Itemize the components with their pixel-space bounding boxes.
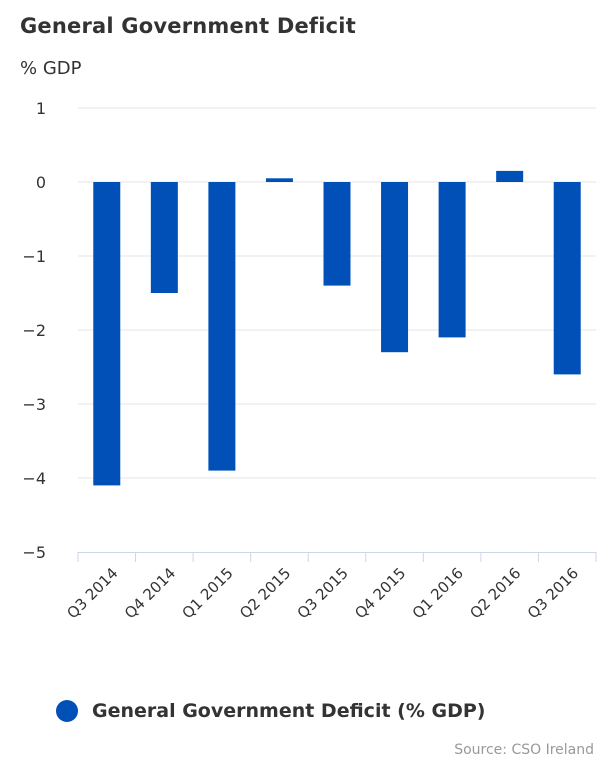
legend[interactable]: General Government Deficit (% GDP) (56, 700, 485, 722)
bar (265, 178, 293, 182)
x-tick-label: Q3 2015 (294, 564, 352, 622)
source-credit[interactable]: Source: CSO Ireland (454, 742, 594, 758)
x-tick-label: Q1 2015 (179, 564, 237, 622)
x-tick-label: Q1 2016 (409, 564, 467, 622)
y-tick-label: 0 (36, 173, 46, 192)
x-tick-label: Q2 2016 (466, 564, 524, 622)
bar (496, 170, 524, 182)
bar (381, 182, 409, 353)
y-tick-label: −2 (22, 321, 46, 340)
y-tick-label: −1 (22, 247, 46, 266)
legend-circle-icon (56, 700, 78, 722)
bar (150, 182, 178, 293)
y-tick-label: 1 (36, 99, 46, 118)
bar (93, 182, 121, 486)
bar-chart: 1 0 −1 −2 −3 −4 −5 Q3 2014 Q4 2014 Q1 2015 Q2 2015… (22, 99, 597, 622)
x-tick-label: Q3 2014 (63, 564, 121, 622)
bar (553, 182, 581, 375)
legend-label: General Government Deficit (% GDP) (92, 700, 486, 722)
chart-title: General Government Deficit (20, 14, 356, 38)
x-tick-label: Q4 2015 (351, 564, 409, 622)
bar (208, 182, 236, 471)
bar (438, 182, 466, 338)
y-tick-label: −4 (22, 469, 46, 488)
y-tick-label: −5 (22, 543, 46, 562)
chart-subtitle: % GDP (20, 58, 82, 79)
bar (323, 182, 351, 286)
y-tick-label: −3 (22, 395, 46, 414)
x-tick-label: Q4 2014 (121, 564, 179, 622)
x-tick-label: Q2 2015 (236, 564, 294, 622)
x-tick-label: Q3 2016 (524, 564, 582, 622)
